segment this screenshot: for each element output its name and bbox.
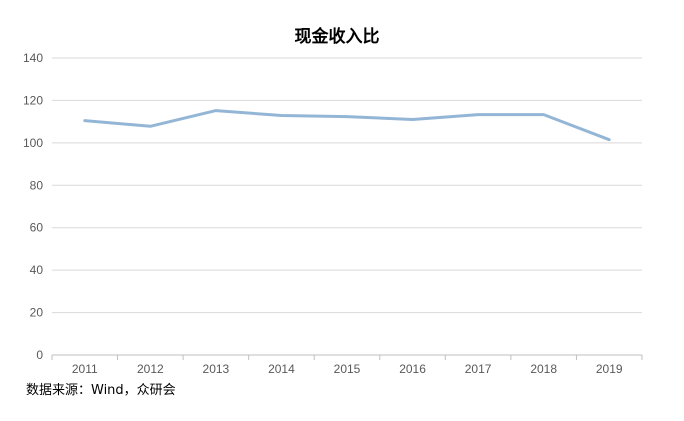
gridlines	[52, 57, 642, 356]
y-tick-label: 20	[30, 306, 44, 320]
x-tick-label: 2016	[399, 362, 426, 376]
y-tick-label: 100	[23, 136, 43, 150]
x-axis: 2011 2012 2013 2014 2015 2016 2017 2018 2019	[51, 355, 643, 376]
y-tick-label: 80	[30, 178, 44, 192]
y-tick-label: 60	[30, 221, 44, 235]
x-tick-label: 2018	[530, 362, 557, 376]
series-line-0	[83, 109, 611, 142]
x-tick-label: 2017	[465, 362, 492, 376]
x-tick-label: 2015	[334, 362, 361, 376]
y-tick-label: 140	[23, 51, 43, 65]
x-tick-label: 2011	[72, 362, 98, 376]
x-tick-label: 2014	[268, 362, 295, 376]
x-tick-label: 2013	[203, 362, 230, 376]
series-lines	[83, 109, 611, 142]
y-tick-label: 120	[23, 93, 43, 107]
x-tick-label: 2012	[137, 362, 164, 376]
chart-title: 现金收入比	[295, 26, 380, 47]
y-tick-label: 0	[36, 348, 43, 362]
source-note: 数据来源：Wind，众研会	[26, 383, 176, 398]
x-tick-label: 2019	[596, 362, 623, 376]
y-axis: 0 20 40 60 80 100 120 140	[23, 51, 43, 362]
y-tick-label: 40	[30, 263, 44, 277]
